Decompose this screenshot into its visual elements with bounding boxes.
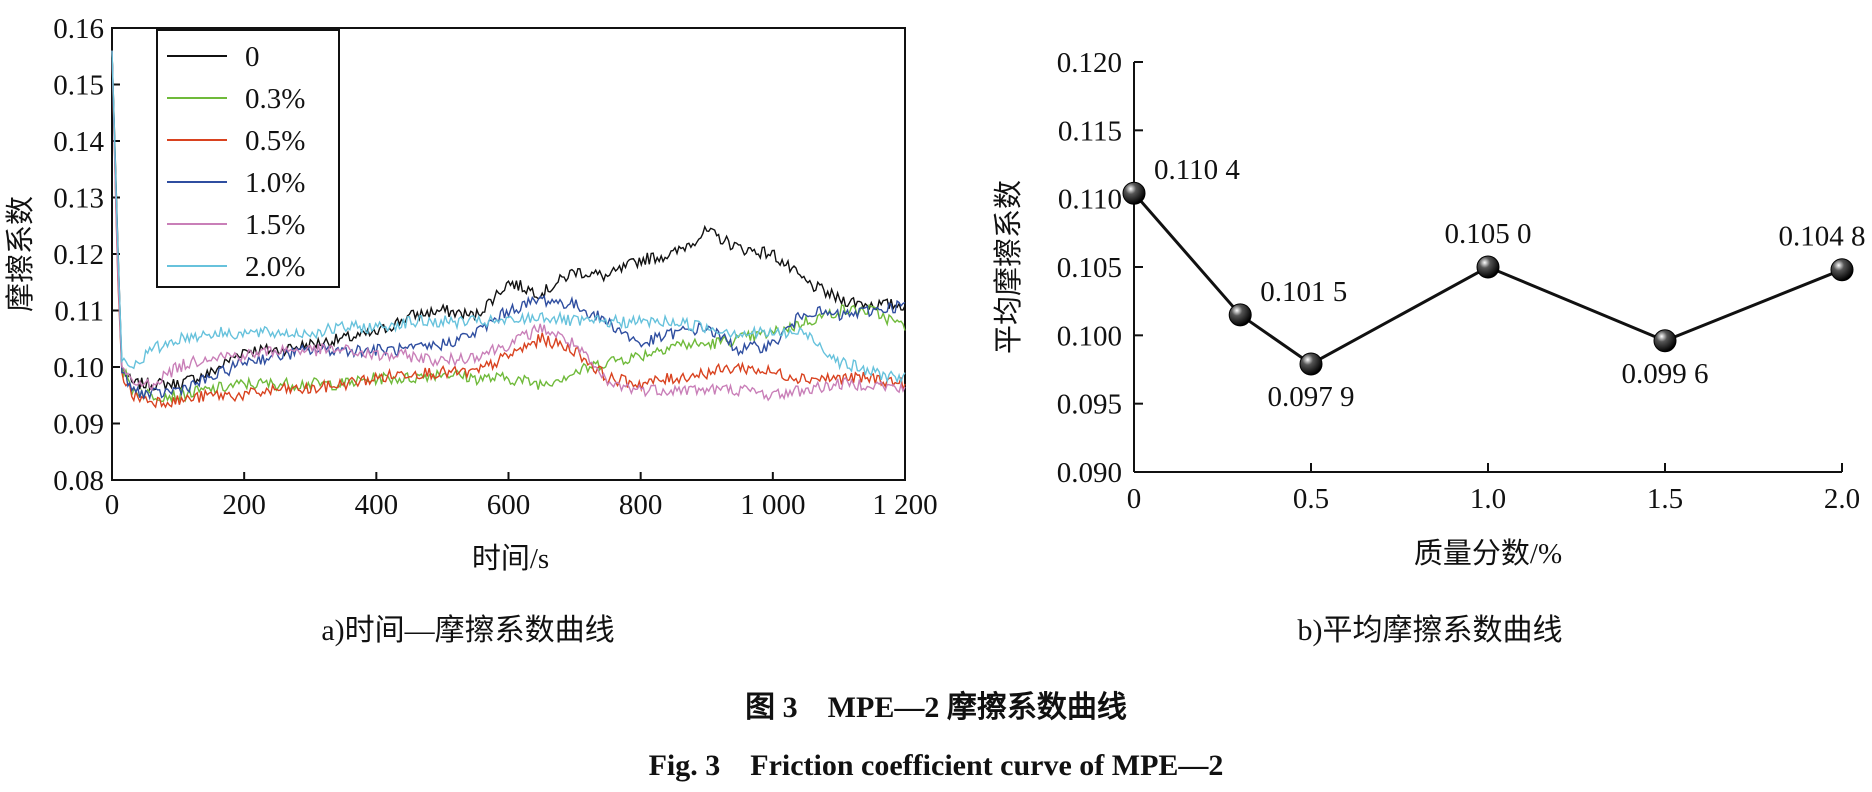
series-line: [1132, 192, 1843, 366]
data-label: 0.101 5: [1260, 276, 1347, 308]
legend-label: 1.5%: [245, 209, 305, 241]
caption-b: b)平均摩擦系数曲线: [1298, 614, 1563, 647]
y-tick-label: 0.115: [1058, 115, 1122, 147]
y-tick-label: 0.13: [53, 183, 104, 215]
x-tick-label: 1 200: [872, 489, 937, 521]
data-label: 0.099 6: [1622, 358, 1709, 390]
x-tick-label: 1.5: [1647, 483, 1683, 515]
y-tick-label: 0.16: [53, 13, 104, 45]
x-axis-label: 质量分数/%: [1414, 537, 1562, 570]
legend-box: [156, 29, 340, 288]
x-tick-label: 600: [487, 489, 531, 521]
y-tick-label: 0.100: [1057, 320, 1122, 352]
x-tick-label: 200: [222, 489, 266, 521]
average-friction-chart: 0.090 0.095 0.100 0.105 0.110 0.115 0.120 0 0.5 1…: [992, 47, 1866, 570]
x-axis-label: 时间/s: [472, 542, 549, 575]
time-friction-chart: 0 200 400 600 800 1 000 1 200 0.08 0.09 0.10 0.11 0…: [4, 13, 938, 575]
y-tick-label: 0.14: [53, 126, 104, 158]
series-line-0: [111, 50, 906, 393]
series-line-2: [111, 50, 906, 409]
data-label: 0.105 0: [1445, 218, 1532, 250]
figure-title-en: Fig. 3 Friction coefficient curve of MPE—…: [649, 749, 1224, 782]
y-axis-label: 平均摩擦系数: [992, 180, 1025, 354]
legend-label: 0.3%: [245, 83, 305, 115]
figure-title-en-body: Friction coefficient curve of MPE—2: [750, 749, 1223, 782]
y-tick-label: 0.11: [54, 296, 104, 328]
y-tick-label: 0.110: [1058, 184, 1122, 216]
series-line-3: [111, 50, 906, 401]
x-tick-label: 0: [1127, 483, 1142, 515]
figure-title-en-prefix: Fig. 3: [649, 749, 721, 782]
x-tick-label: 2.0: [1824, 483, 1860, 515]
data-point: [1299, 352, 1323, 376]
data-point: [1653, 329, 1677, 353]
series-line-4: [111, 50, 906, 402]
y-tick-label: 0.12: [53, 239, 104, 271]
figure-title-cn-prefix: 图 3: [745, 691, 798, 724]
y-tick-label: 0.09: [53, 409, 104, 441]
y-tick-label: 0.15: [53, 70, 104, 102]
y-tick-label: 0.120: [1057, 47, 1122, 79]
y-tick-label: 0.08: [53, 465, 104, 497]
data-label: 0.110 4: [1154, 154, 1240, 186]
data-point: [1830, 258, 1854, 282]
data-point: [1122, 181, 1146, 205]
data-label: 0.097 9: [1268, 381, 1355, 413]
y-axis-label: 摩擦系数: [4, 196, 37, 312]
data-point: [1476, 255, 1500, 279]
x-tick-label: 1.0: [1470, 483, 1506, 515]
y-tick-label: 0.095: [1057, 389, 1122, 421]
figure-title-cn-body: MPE—2 摩擦系数曲线: [828, 690, 1127, 724]
x-tick-label: 400: [355, 489, 399, 521]
data-label: 0.104 8: [1779, 221, 1866, 253]
y-tick-label: 0.090: [1057, 457, 1122, 489]
legend-label: 0.5%: [245, 125, 305, 157]
x-tick-label: 800: [619, 489, 663, 521]
data-point: [1228, 303, 1252, 327]
y-tick-label: 0.10: [53, 352, 104, 384]
x-tick-label: 0.5: [1293, 483, 1329, 515]
series-line-5: [111, 50, 906, 385]
legend-label: 0: [245, 41, 260, 73]
x-tick-label: 0: [105, 489, 120, 521]
legend-label: 2.0%: [245, 251, 305, 283]
x-tick-label: 1 000: [740, 489, 805, 521]
series-line-1: [111, 50, 906, 404]
caption-a: a)时间—摩擦系数曲线: [321, 614, 614, 647]
y-tick-label: 0.105: [1057, 252, 1122, 284]
legend-label: 1.0%: [245, 167, 305, 199]
figure-title-cn: 图 3 MPE—2 摩擦系数曲线: [745, 690, 1127, 724]
